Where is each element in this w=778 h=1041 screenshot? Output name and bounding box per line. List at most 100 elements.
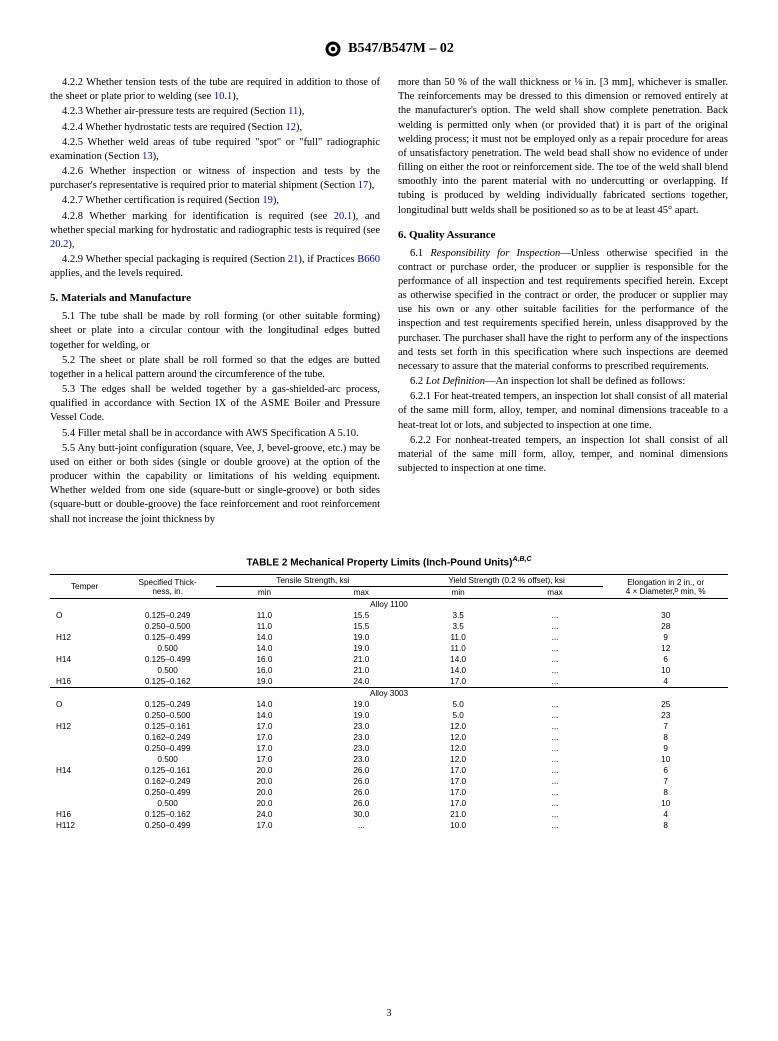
- table-row: H120.125–0.49914.019.011.0...9: [50, 632, 728, 643]
- table-cell: 7: [603, 721, 728, 732]
- para-4-2-6: 4.2.6 Whether inspection or witness of i…: [50, 165, 380, 193]
- ref-17[interactable]: 17: [358, 180, 369, 191]
- table-cell: 12.0: [410, 754, 507, 765]
- table-cell: 16.0: [216, 654, 313, 665]
- table-cell: H16: [50, 809, 119, 820]
- ref-20-1[interactable]: 20.1: [334, 211, 352, 222]
- table-row: H160.125–0.16224.030.021.0...4: [50, 809, 728, 820]
- para-5-2: 5.2 The sheet or plate shall be roll for…: [50, 354, 380, 382]
- table-cell: [50, 776, 119, 787]
- para-5-3: 5.3 The edges shall be welded together b…: [50, 383, 380, 426]
- ref-12[interactable]: 12: [285, 122, 296, 133]
- th-temper: Temper: [50, 575, 119, 599]
- th-thickness: Specified Thick- ness, in.: [119, 575, 216, 599]
- table-cell: 14.0: [216, 643, 313, 654]
- para-6-2-1: 6.2.1 For heat-treated tempers, an inspe…: [398, 390, 728, 433]
- table-cell: 0.125–0.161: [119, 765, 216, 776]
- table-cell: 0.500: [119, 643, 216, 654]
- th-ys-min: min: [410, 587, 507, 599]
- table-cell: 17.0: [216, 721, 313, 732]
- table-cell: 26.0: [313, 776, 410, 787]
- table-row: H120.125–0.16117.023.012.0...7: [50, 721, 728, 732]
- ref-21[interactable]: 21: [288, 254, 299, 265]
- table-row: 0.50020.026.017.0...10: [50, 798, 728, 809]
- table-cell: 0.250–0.500: [119, 710, 216, 721]
- para-5-4: 5.4 Filler metal shall be in accordance …: [50, 427, 380, 441]
- table-cell: 0.500: [119, 754, 216, 765]
- designation: B547/B547M – 02: [348, 41, 454, 57]
- table-cell: ...: [507, 676, 604, 688]
- table-cell: 0.500: [119, 798, 216, 809]
- ref-b660[interactable]: B660: [357, 254, 380, 265]
- table-cell: H16: [50, 676, 119, 688]
- table-row: O0.125–0.24911.015.53.5...30: [50, 610, 728, 621]
- table-cell: 21.0: [410, 809, 507, 820]
- table-cell: ...: [507, 632, 604, 643]
- table-cell: 20.0: [216, 765, 313, 776]
- table-cell: 0.125–0.499: [119, 654, 216, 665]
- table-cell: H14: [50, 765, 119, 776]
- para-6-2-2: 6.2.2 For nonheat-treated tempers, an in…: [398, 434, 728, 477]
- table-cell: 23.0: [313, 732, 410, 743]
- table-cell: H12: [50, 721, 119, 732]
- th-yield: Yield Strength (0.2 % offset), ksi: [410, 575, 604, 587]
- table-cell: 14.0: [216, 632, 313, 643]
- table-body-alloy2: O0.125–0.24914.019.05.0...250.250–0.5001…: [50, 699, 728, 831]
- table-cell: 17.0: [216, 754, 313, 765]
- table-cell: 16.0: [216, 665, 313, 676]
- ref-20-2[interactable]: 20.2: [50, 239, 68, 250]
- left-column: 4.2.2 Whether tension tests of the tube …: [50, 76, 380, 528]
- table-cell: [50, 710, 119, 721]
- table-cell: 11.0: [216, 621, 313, 632]
- para-4-2-9: 4.2.9 Whether special packaging is requi…: [50, 253, 380, 281]
- table-cell: 19.0: [313, 699, 410, 710]
- table-body-alloy1: O0.125–0.24911.015.53.5...300.250–0.5001…: [50, 610, 728, 688]
- section-5-title: 5. Materials and Manufacture: [50, 291, 380, 306]
- para-5-5: 5.5 Any butt-joint configuration (square…: [50, 442, 380, 527]
- alloy-1100: Alloy 1100: [50, 599, 728, 611]
- table-cell: 10: [603, 798, 728, 809]
- ref-13[interactable]: 13: [142, 151, 153, 162]
- table-cell: 12.0: [410, 732, 507, 743]
- th-elong: Elongation in 2 in., or 4 × Diameter,ᴰ m…: [603, 575, 728, 599]
- table-cell: 26.0: [313, 765, 410, 776]
- table-row: 0.250–0.49920.026.017.0...8: [50, 787, 728, 798]
- table-cell: [50, 754, 119, 765]
- subhead-responsibility: Responsibility for Inspection: [430, 248, 560, 259]
- table-cell: 10.0: [410, 820, 507, 831]
- th-tensile: Tensile Strength, ksi: [216, 575, 410, 587]
- ref-10-1[interactable]: 10.1: [214, 91, 232, 102]
- table-cell: 8: [603, 732, 728, 743]
- table-row: 0.162–0.24920.026.017.0...7: [50, 776, 728, 787]
- table-cell: 0.250–0.499: [119, 743, 216, 754]
- table-cell: ...: [507, 699, 604, 710]
- para-6-1: 6.1 Responsibility for Inspection—Unless…: [398, 247, 728, 375]
- table-cell: ...: [507, 710, 604, 721]
- table-cell: 11.0: [410, 632, 507, 643]
- ref-11[interactable]: 11: [288, 106, 298, 117]
- table-cell: 10: [603, 665, 728, 676]
- table-cell: 9: [603, 743, 728, 754]
- table-cell: 3.5: [410, 621, 507, 632]
- ref-19[interactable]: 19: [262, 195, 273, 206]
- table-row: O0.125–0.24914.019.05.0...25: [50, 699, 728, 710]
- text-columns: 4.2.2 Whether tension tests of the tube …: [50, 76, 728, 528]
- table-row: 0.50014.019.011.0...12: [50, 643, 728, 654]
- table-cell: 30.0: [313, 809, 410, 820]
- para-4-2-3: 4.2.3 Whether air-pressure tests are req…: [50, 105, 380, 119]
- table-cell: 20.0: [216, 787, 313, 798]
- table-cell: 20.0: [216, 776, 313, 787]
- table-cell: 7: [603, 776, 728, 787]
- table-row: 0.162–0.24917.023.012.0...8: [50, 732, 728, 743]
- table-cell: 14.0: [216, 699, 313, 710]
- table-cell: 5.0: [410, 699, 507, 710]
- table-cell: ...: [507, 643, 604, 654]
- table-cell: 5.0: [410, 710, 507, 721]
- table-row: 0.250–0.50011.015.53.5...28: [50, 621, 728, 632]
- table-cell: 12.0: [410, 721, 507, 732]
- table-cell: 0.125–0.249: [119, 610, 216, 621]
- table-cell: O: [50, 699, 119, 710]
- table-cell: [50, 732, 119, 743]
- para-4-2-2: 4.2.2 Whether tension tests of the tube …: [50, 76, 380, 104]
- table-cell: 0.500: [119, 665, 216, 676]
